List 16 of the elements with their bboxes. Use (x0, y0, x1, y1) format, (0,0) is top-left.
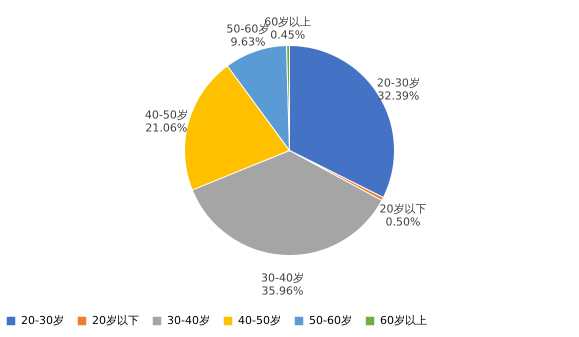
legend-label: 30-40岁 (167, 314, 210, 327)
legend-label: 40-50岁 (238, 314, 281, 327)
slice-label: 20-30岁 (376, 76, 420, 90)
data-label: 0.45% (270, 28, 306, 42)
legend-label: 20岁以下 (92, 314, 139, 327)
slice-label: 40-50岁 (144, 108, 188, 122)
data-label: 0.50% (386, 216, 420, 229)
data-label: 32.39% (377, 89, 420, 102)
legend-label: 50-60岁 (309, 314, 352, 327)
slice-label: 20岁以下 (380, 202, 427, 216)
slice-label: 30-40岁 (260, 271, 304, 284)
data-label: 21.06% (145, 122, 188, 135)
legend-label: 20-30岁 (21, 314, 64, 327)
data-label: 9.63% (230, 35, 266, 48)
data-label: 35.96% (261, 284, 304, 298)
legend-label: 60岁以上 (380, 314, 427, 327)
